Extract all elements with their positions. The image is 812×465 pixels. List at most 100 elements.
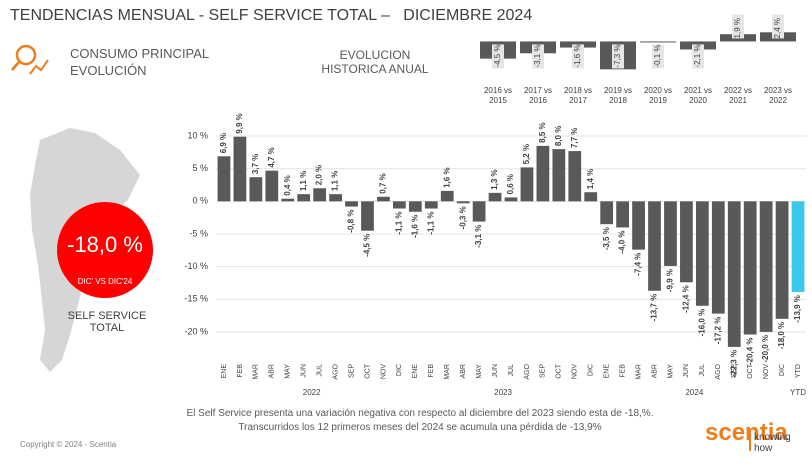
bar [393,201,406,209]
x-tick-label: 2017 vs 2016 [523,86,553,105]
x-tick-label: ENE [604,364,611,379]
y-tick-label: -20 % [184,326,208,336]
label-box [772,14,784,39]
x-tick-label: AGO [524,363,531,379]
x-tick-label: 2016 vs 2015 [483,86,513,105]
value-label: -13,9 % [793,295,802,323]
y-tick-label: -10 % [184,261,208,271]
label-box [652,44,664,69]
kpi-label: SELF SERVICE TOTAL [67,310,147,334]
bar [297,194,311,202]
x-tick-label: FEB [237,364,244,378]
x-tick-label: 2020 vs 2019 [643,86,673,105]
value-label: 0,6 % [506,174,515,194]
value-label: -9,9 % [666,269,675,292]
value-label: -3,5 % [602,227,611,250]
value-label: -4,5 % [363,234,372,257]
value-label: 4,7 % [267,147,276,167]
value-label: -18,0 % [777,322,786,350]
value-label: -1,1 % [394,212,403,235]
value-label: 3,7 % [251,154,260,174]
value-label: 8,5 % [538,122,547,142]
kpi-circle [57,202,153,298]
y-tick-label: -15 % [184,294,208,304]
label-box [612,44,624,69]
bar [504,197,518,202]
value-label: -0,3 % [458,206,467,229]
x-tick-label: MAY [476,364,483,379]
value-label: 9,9 % [235,113,244,133]
x-tick-label: NOV [380,364,387,380]
x-tick-label: ABR [269,364,276,378]
x-tick-label: JUL [699,364,706,377]
bar [233,136,247,202]
value-label: 8,0 % [554,126,563,146]
value-label: -0,8 % [347,210,356,233]
x-tick-label: JUN [301,364,308,378]
bar [616,201,629,228]
x-tick-label: SEP [540,364,547,378]
x-tick-label: FEB [619,364,626,378]
x-tick-label: JUL [316,364,323,377]
x-tick-label: MAR [253,364,260,380]
x-tick-label: MAR [635,364,642,380]
x-tick-label: 2021 vs 2020 [683,86,713,105]
value-label: -1,1 % [426,212,435,235]
bar [536,145,550,202]
bar [265,170,279,202]
value-label: -17,2 % [713,317,722,345]
icon [11,44,49,75]
value-label: -16,0 % [697,309,706,337]
x-tick-label: OCT [747,363,754,379]
bar [456,201,470,204]
x-tick-label: FEB [428,364,435,378]
value-label: -13,7 % [650,294,659,322]
x-tick-label: NOV [763,364,770,380]
group-label: YTD [790,388,806,397]
bar [249,177,263,202]
label-box [492,44,504,69]
label-box [572,44,584,69]
x-tick-label: DIC [396,364,403,376]
bar [640,41,676,43]
value-label: -22,3 % [729,350,738,378]
section-title: CONSUMO PRINCIPAL [70,46,209,61]
bar [568,151,582,202]
bar [600,201,614,225]
x-tick-label: 2022 vs 2021 [723,86,753,105]
annual-title: EVOLUCION HISTORICA ANUAL [321,48,429,76]
bar [695,201,709,306]
y-tick-label: -5 % [189,228,208,238]
bar [440,190,454,202]
value-label: -20,4 % [745,338,754,366]
brand: scentia [705,419,788,446]
x-tick-label: OCT [556,363,563,379]
value-label: 0,7 % [379,173,388,193]
y-tick-label: 0 % [192,196,208,206]
value-label: -1,6 % [410,215,419,238]
bar [711,201,725,314]
value-label: -4,0 % [618,230,627,253]
note: El Self Service presenta una variación n… [186,408,654,433]
x-tick-label: MAR [444,364,451,380]
x-tick-label: JUN [492,364,499,378]
value-label: 1,9 % [733,18,742,38]
value-label: -7,4 % [634,253,643,276]
bar [329,194,342,202]
bar [743,201,757,335]
x-tick-label: 2019 vs 2018 [603,86,633,105]
bar [361,201,374,231]
x-tick-label: 2023 vs 2022 [763,86,793,105]
bar [408,201,422,212]
bar [727,201,741,347]
bar [424,201,438,209]
value-label: 1,1 % [299,171,308,191]
bar [648,201,661,291]
bar [472,201,486,222]
label-box [532,44,544,69]
x-tick-label: SEP [348,364,355,378]
y-tick-label: 5 % [192,163,208,173]
kpi-value: -18,0 % [67,232,143,257]
